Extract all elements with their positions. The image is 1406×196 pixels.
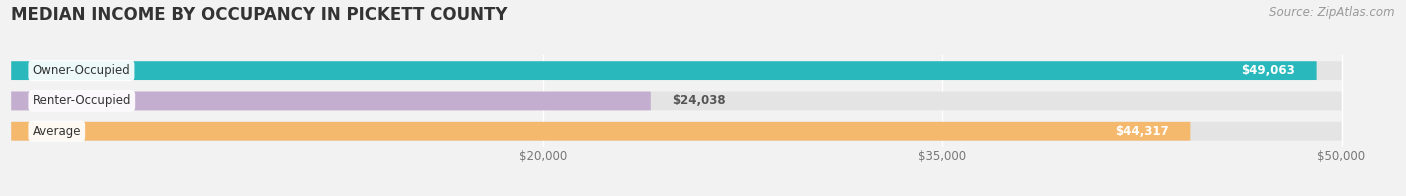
FancyBboxPatch shape (11, 92, 651, 110)
Text: $44,317: $44,317 (1115, 125, 1168, 138)
Text: Owner-Occupied: Owner-Occupied (32, 64, 131, 77)
Text: $49,063: $49,063 (1241, 64, 1295, 77)
Text: $24,038: $24,038 (672, 94, 725, 107)
FancyBboxPatch shape (11, 122, 1341, 141)
FancyBboxPatch shape (11, 61, 1316, 80)
FancyBboxPatch shape (11, 92, 1341, 110)
Text: Renter-Occupied: Renter-Occupied (32, 94, 131, 107)
FancyBboxPatch shape (11, 61, 1341, 80)
Text: Average: Average (32, 125, 82, 138)
Text: Source: ZipAtlas.com: Source: ZipAtlas.com (1270, 6, 1395, 19)
FancyBboxPatch shape (11, 122, 1191, 141)
Text: MEDIAN INCOME BY OCCUPANCY IN PICKETT COUNTY: MEDIAN INCOME BY OCCUPANCY IN PICKETT CO… (11, 6, 508, 24)
